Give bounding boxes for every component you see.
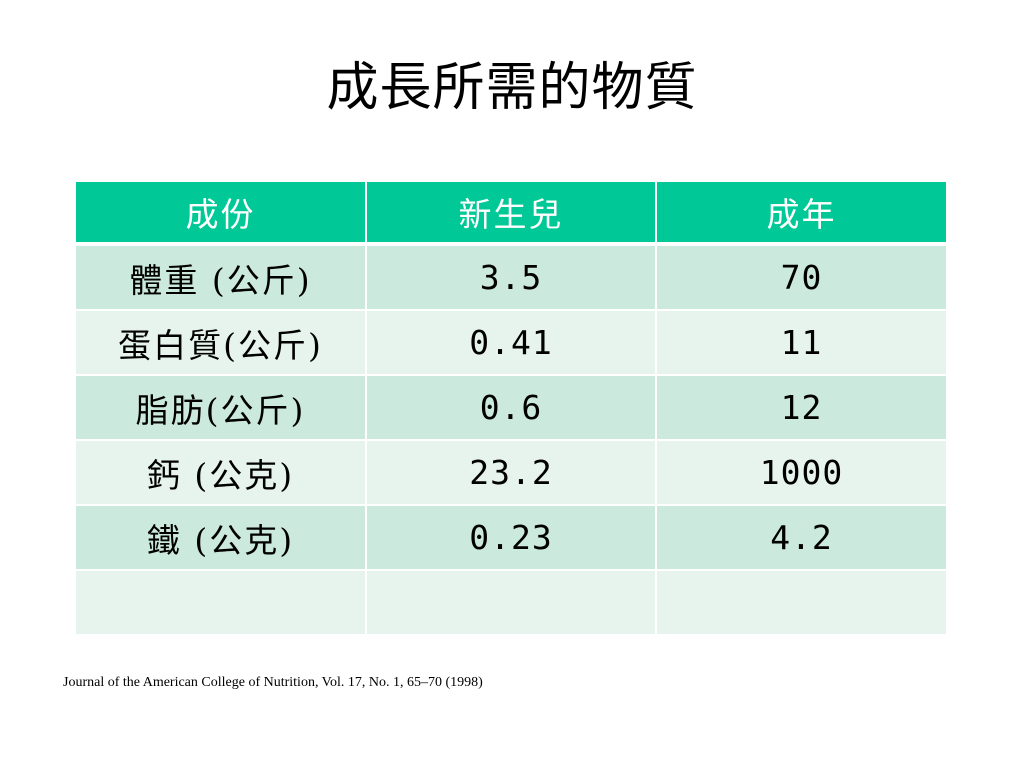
row-label: 脂肪(公斤): [76, 375, 367, 441]
row-label: 蛋白質(公斤): [76, 310, 367, 376]
column-header-adult: 成年: [656, 182, 946, 246]
row-label: 體重 (公斤): [76, 244, 367, 311]
table-row-empty: [76, 570, 946, 634]
adult-value: 70: [656, 244, 946, 311]
newborn-value: [366, 570, 657, 634]
row-label: [76, 570, 367, 634]
adult-value: 12: [656, 375, 946, 441]
table-header-row: 成份 新生兒 成年: [76, 182, 946, 246]
table-row: 鈣 (公克) 23.2 1000: [76, 440, 946, 506]
row-label: 鈣 (公克): [76, 440, 367, 506]
column-header-component: 成份: [76, 182, 367, 246]
newborn-value: 3.5: [366, 244, 657, 311]
adult-value: 1000: [656, 440, 946, 506]
adult-value: 11: [656, 310, 946, 376]
newborn-value: 23.2: [366, 440, 657, 506]
table-row: 脂肪(公斤) 0.6 12: [76, 375, 946, 441]
newborn-value: 0.6: [366, 375, 657, 441]
row-label: 鐵 (公克): [76, 505, 367, 571]
table-row: 蛋白質(公斤) 0.41 11: [76, 310, 946, 376]
slide-title: 成長所需的物質: [326, 58, 698, 118]
table-row: 體重 (公斤) 3.5 70: [76, 244, 946, 311]
adult-value: [656, 570, 946, 634]
source-citation: Journal of the American College of Nutri…: [63, 675, 483, 690]
table-row: 鐵 (公克) 0.23 4.2: [76, 505, 946, 571]
newborn-value: 0.23: [366, 505, 657, 571]
nutrient-table: 成份 新生兒 成年 體重 (公斤) 3.5 70 蛋白質(公斤) 0.41 11…: [76, 182, 946, 634]
column-header-newborn: 新生兒: [366, 182, 657, 246]
newborn-value: 0.41: [366, 310, 657, 376]
adult-value: 4.2: [656, 505, 946, 571]
